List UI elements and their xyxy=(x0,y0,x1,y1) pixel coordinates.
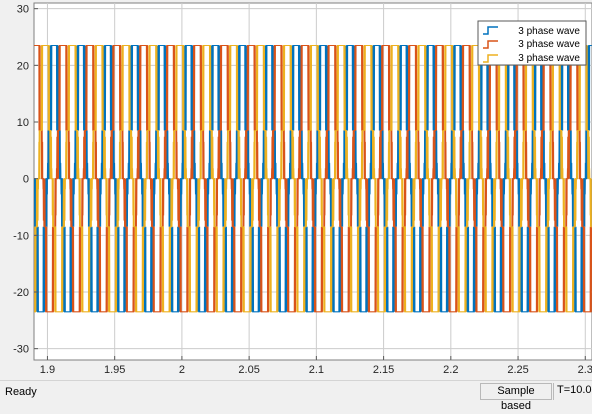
y-tick-label: -20 xyxy=(13,287,29,299)
x-tick-label: 2.3 xyxy=(578,364,592,376)
x-tick-label: 2.05 xyxy=(238,364,259,376)
simulation-time-readout: T=10.000 xyxy=(553,383,592,400)
y-tick-label: 20 xyxy=(17,60,29,72)
legend-entry-1: 3 phase wave xyxy=(483,26,580,37)
legend-swatch-2 xyxy=(483,40,498,49)
legend-box xyxy=(477,20,587,66)
y-tick-label: 30 xyxy=(17,4,29,16)
x-tick-label: 2.25 xyxy=(507,364,528,376)
y-tick-label: -30 xyxy=(13,344,29,356)
legend-entry-3: 3 phase wave xyxy=(483,53,580,64)
x-tick-label: 2.15 xyxy=(373,364,394,376)
x-tick-label: 1.95 xyxy=(104,364,125,376)
x-tick-label: 2.1 xyxy=(309,364,324,376)
legend-swatch-3 xyxy=(483,54,498,63)
legend-label-2: 3 phase wave xyxy=(518,39,580,50)
status-bar: Ready Sample based T=10.000 xyxy=(0,380,592,412)
scope-plot[interactable]: 1.9 1.95 2 2.05 2.1 2.15 2.2 2.25 2.3 -30 -20 -10 0 1… xyxy=(0,0,592,380)
y-tick-label: 10 xyxy=(17,117,29,129)
x-tick-label: 2 xyxy=(179,364,185,376)
series-line-2 xyxy=(34,44,592,313)
legend-label-3: 3 phase wave xyxy=(518,53,580,64)
legend-label-1: 3 phase wave xyxy=(518,26,580,37)
legend-swatch-1 xyxy=(483,26,498,35)
y-tick-label: -10 xyxy=(13,230,29,242)
x-tick-label: 2.2 xyxy=(443,364,458,376)
legend-entry-2: 3 phase wave xyxy=(483,39,580,50)
y-tick-label: 0 xyxy=(23,174,29,186)
axis-ticks: 1.9 1.95 2 2.05 2.1 2.15 2.2 2.25 2.3 -30 -20 -10 0 1… xyxy=(13,4,592,376)
x-tick-label: 1.9 xyxy=(40,364,55,376)
sample-mode-indicator[interactable]: Sample based xyxy=(480,383,552,412)
series-line-1 xyxy=(34,44,592,313)
status-ready-text: Ready xyxy=(5,386,37,398)
legend[interactable]: 3 phase wave 3 phase wave 3 phase wave xyxy=(477,20,587,66)
